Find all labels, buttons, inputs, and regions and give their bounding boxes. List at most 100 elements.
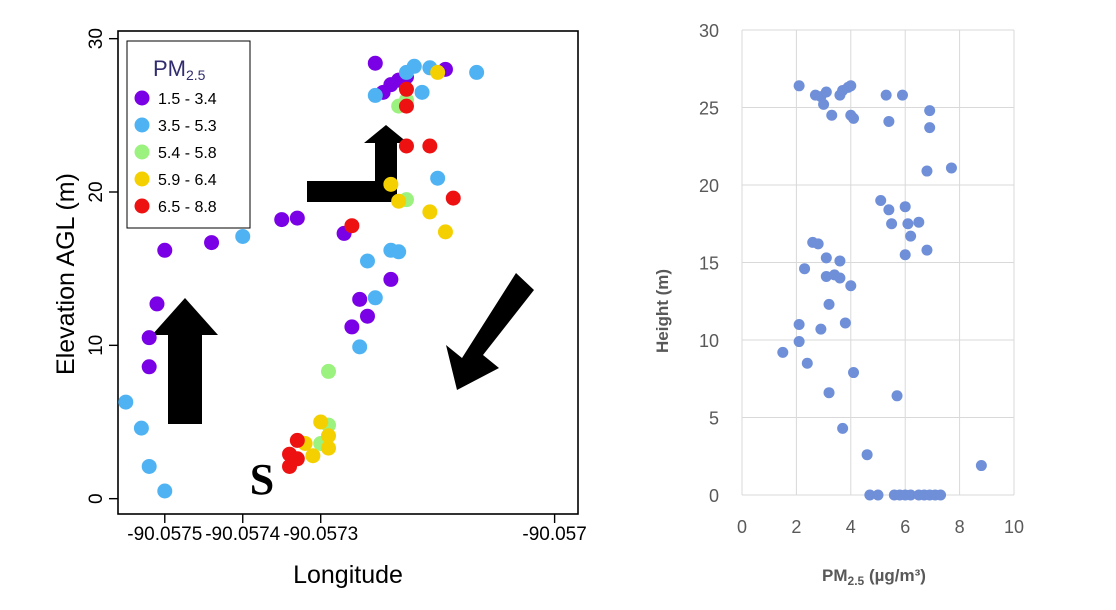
right-data-point [975,460,987,472]
right-data-point [899,201,911,213]
right-data-point [924,122,936,134]
right-x-label-main: PM [822,566,848,585]
right-data-point [872,489,884,501]
right-data-point [837,422,849,434]
left-data-point [321,428,337,444]
left-data-point [289,210,305,226]
left-axis-ticks: -90.0575 -90.0574 -90.0573 -90.057 0 10 20 30 [86,28,587,545]
right-x-tick-label: 4 [846,517,856,537]
left-data-point [352,291,368,307]
right-data-point [935,489,947,501]
left-data-point [305,448,321,464]
left-y-axis-label: Elevation AGL (m) [52,173,80,375]
right-x-tick-label: 0 [737,517,747,537]
left-data-point [149,296,165,312]
left-data-point [430,170,446,186]
right-y-tick-label: 0 [709,486,719,506]
arrow-right-turn-icon [307,125,408,202]
right-data-point [801,357,813,369]
right-data-point [834,255,846,267]
left-data-point [313,414,329,430]
right-x-tick-label: 10 [1004,517,1024,537]
left-x-tick-label: -90.0574 [205,524,280,545]
right-data-point [845,80,857,92]
right-y-tick-label: 20 [699,176,719,196]
right-y-tick-label: 10 [699,331,719,351]
legend-swatch [134,117,150,133]
left-y-tick-label: 0 [86,493,107,504]
right-data-point [945,162,957,174]
right-data-point [913,216,925,228]
right-data-point [818,98,830,110]
right-data-point [815,323,827,335]
right-data-point [891,390,903,402]
left-y-tick-label: 20 [86,181,107,202]
right-chart-height-vs-pm25: 0 2 4 6 8 10 0 5 10 15 20 25 30 PM2.5 (µg/m³) Height… [653,21,1024,588]
left-data-point [398,81,414,97]
right-gridlines [741,29,1015,496]
right-data-point [886,218,898,230]
legend: PM2.5 1.5 - 3.4 3.5 - 5.3 5.4 - 5.8 5.9 - 6… [126,40,251,229]
right-axis-ticks: 0 2 4 6 8 10 0 5 10 15 20 25 30 [699,21,1024,537]
left-data-point [157,242,173,258]
right-x-tick-label: 6 [900,517,910,537]
left-data-point [157,483,173,499]
right-data-point [883,204,895,216]
left-data-point [289,451,305,467]
left-data-point [406,58,422,74]
left-chart-elevation-vs-longitude: -90.0575 -90.0574 -90.0573 -90.057 0 10 20 30 S… [52,28,587,589]
right-data-point [839,317,851,329]
right-data-point [812,238,824,250]
left-y-tick-label: 30 [86,28,107,49]
right-data-point [921,244,933,256]
right-y-tick-label: 25 [699,99,719,119]
right-data-point [820,86,832,98]
left-data-point [321,363,337,379]
left-data-point [133,420,149,436]
right-data-point [777,346,789,358]
legend-title-sub: 2.5 [186,67,206,83]
right-data-point [848,112,860,124]
left-data-point [344,319,360,335]
left-data-point [383,271,399,287]
right-data-point [823,387,835,399]
left-data-point [422,204,438,220]
right-data-point [823,298,835,310]
legend-entry-label: 3.5 - 5.3 [158,118,217,135]
left-data-point [398,138,414,154]
right-data-point [864,489,876,501]
right-data-point [902,218,914,230]
left-data-point [204,235,220,251]
legend-title-main: PM [153,56,186,81]
right-x-label-sub: 2.5 [848,574,865,588]
legend-box [126,40,251,229]
left-data-point [391,244,407,260]
right-data-point [880,89,892,101]
left-data-point [321,440,337,456]
right-data-point [793,319,805,330]
left-plot-frame [117,30,579,515]
legend-title: PM2.5 [153,56,206,83]
right-data-point [793,336,805,348]
right-data-point [896,89,908,101]
start-marker-label: S [250,455,274,504]
legend-entry-label: 5.4 - 5.8 [158,145,217,162]
left-data-point [118,394,134,410]
right-data-point [845,280,857,292]
left-data-point [469,64,485,80]
left-data-point [437,224,453,240]
left-x-tick-label: -90.0575 [127,524,202,545]
right-data-point [826,109,838,121]
left-data-point [352,339,368,355]
right-data-point [861,449,873,461]
right-data-point [799,263,811,275]
right-data-point [905,489,917,501]
right-data-point [848,367,860,379]
right-data-point [924,105,936,117]
right-data-point [883,115,895,127]
right-data-point [921,165,933,177]
left-data-point [391,193,407,209]
left-y-tick-label: 10 [86,335,107,356]
legend-entry-label: 5.9 - 6.4 [158,172,217,189]
